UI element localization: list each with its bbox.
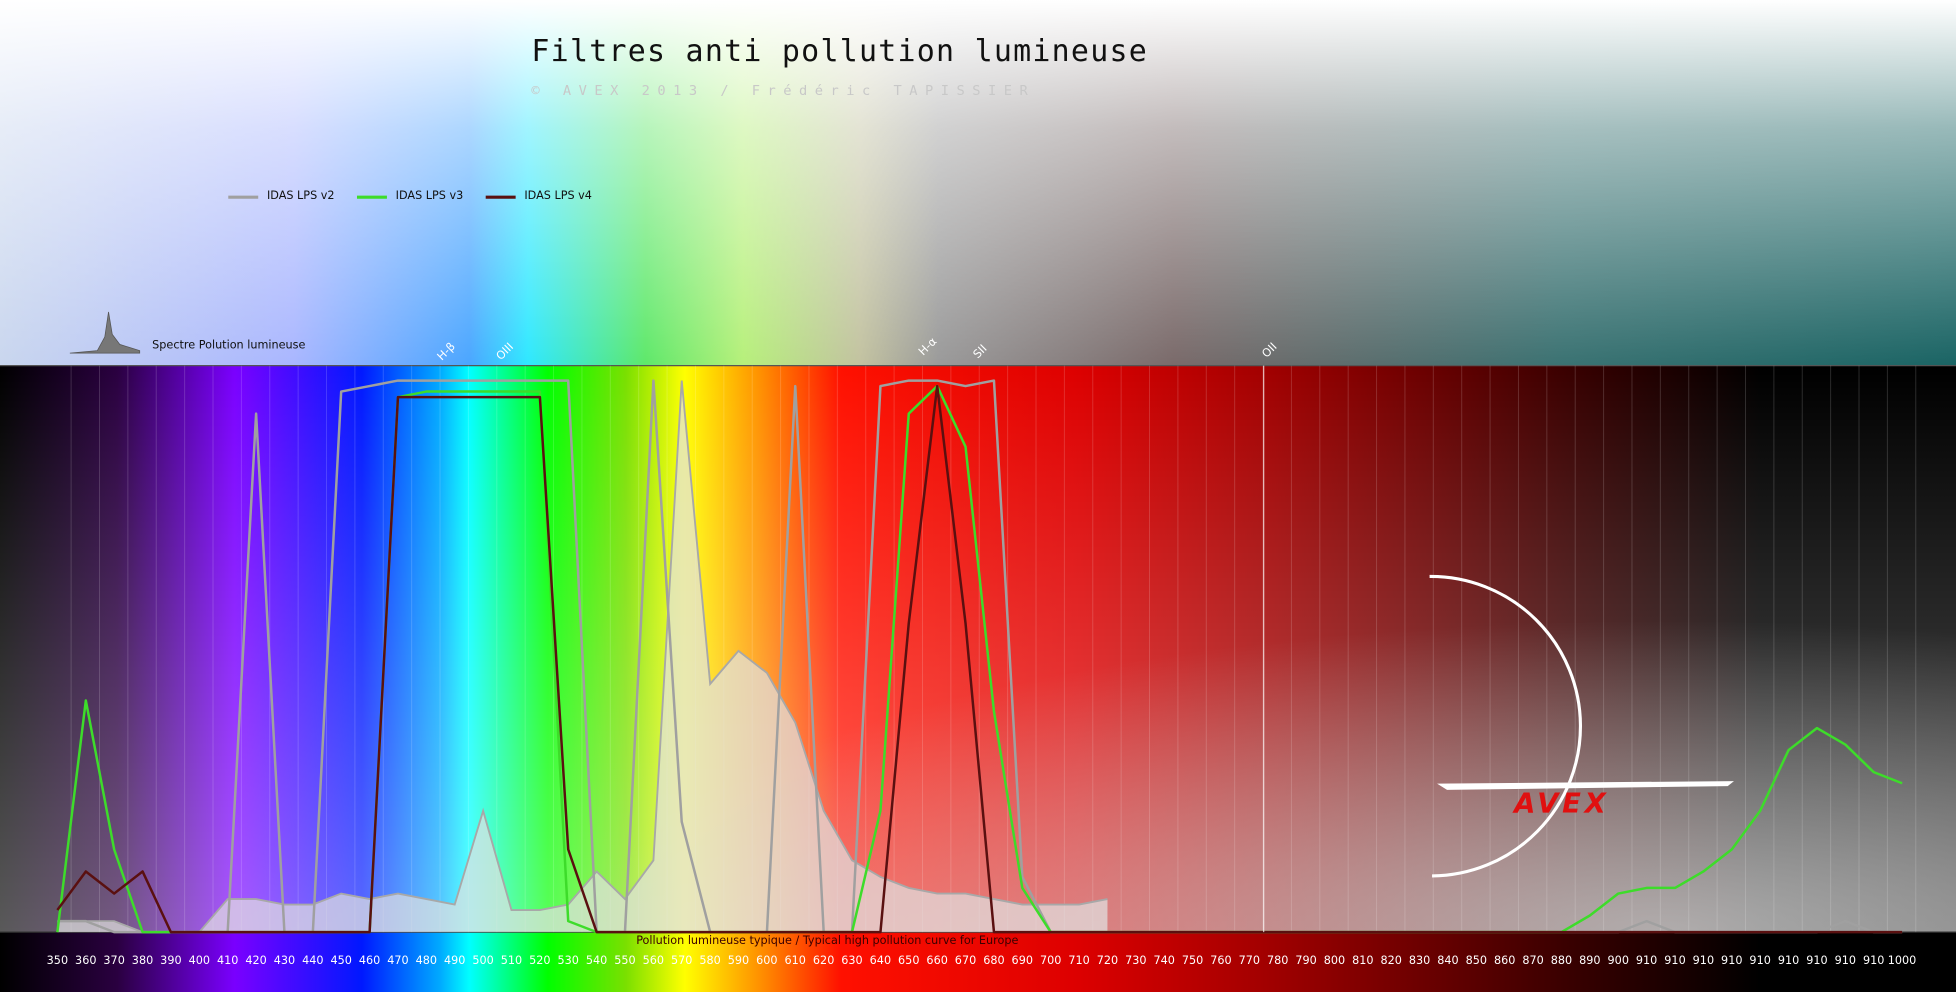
x-tick-label: 910: [1749, 954, 1770, 967]
logo: AVEX: [1429, 574, 1734, 878]
x-tick-label: 780: [1267, 954, 1288, 967]
legend-label: Spectre Polution lumineuse: [152, 339, 305, 352]
x-tick-label: 510: [501, 954, 522, 967]
x-tick-label: 370: [103, 954, 124, 967]
x-tick-label: 540: [586, 954, 607, 967]
x-tick-label: 660: [926, 954, 947, 967]
x-tick-label: 360: [75, 954, 96, 967]
chart-subtitle: © AVEX 2013 / Frédéric TAPISSIER: [531, 83, 1035, 99]
x-tick-label: 910: [1693, 954, 1714, 967]
x-tick-label: 680: [983, 954, 1004, 967]
legend-icon: [69, 311, 141, 354]
logo-stroke: [1437, 781, 1734, 790]
x-tick-label: 580: [699, 954, 720, 967]
x-tick-label: 420: [245, 954, 266, 967]
legend-label: IDAS LPS v4: [524, 189, 592, 202]
x-tick-label: 550: [614, 954, 635, 967]
x-tick-label: 760: [1210, 954, 1231, 967]
x-tick-label: 910: [1835, 954, 1856, 967]
x-tick-label: 830: [1409, 954, 1430, 967]
x-tick-label: 490: [444, 954, 465, 967]
x-tick-label: 840: [1437, 954, 1458, 967]
x-tick-label: 800: [1324, 954, 1345, 967]
x-tick-label: 480: [416, 954, 437, 967]
x-tick-label: 740: [1153, 954, 1174, 967]
x-tick-label: 520: [529, 954, 550, 967]
logo-arc: [1429, 574, 1583, 878]
x-tick-label: 410: [217, 954, 238, 967]
x-tick-label: 890: [1579, 954, 1600, 967]
x-tick-label: 670: [955, 954, 976, 967]
x-tick-label: 720: [1097, 954, 1118, 967]
x-tick-label: 570: [671, 954, 692, 967]
data-marks: [56, 379, 1903, 934]
x-tick-label: 910: [1806, 954, 1827, 967]
x-tick-label: 600: [756, 954, 777, 967]
x-tick-label: 900: [1608, 954, 1629, 967]
series-line: [56, 384, 1903, 934]
x-tick-label: 650: [898, 954, 919, 967]
x-tick-label: 440: [302, 954, 323, 967]
x-tick-label: 860: [1494, 954, 1515, 967]
chart-note: Pollution lumineuse typique / Typical hi…: [636, 934, 1018, 947]
x-tick-label: 850: [1466, 954, 1487, 967]
x-tick-label: 910: [1636, 954, 1657, 967]
x-tick-label: 460: [359, 954, 380, 967]
x-tick-label: 880: [1551, 954, 1572, 967]
x-tick-label: 690: [1012, 954, 1033, 967]
x-tick-label: 790: [1295, 954, 1316, 967]
x-tick-label: 810: [1352, 954, 1373, 967]
x-tick-label: 700: [1040, 954, 1061, 967]
x-tick-label: 470: [387, 954, 408, 967]
x-tick-label: 1000: [1888, 954, 1917, 967]
x-tick-label: 430: [274, 954, 295, 967]
x-tick-label: 710: [1068, 954, 1089, 967]
x-tick-label: 630: [841, 954, 862, 967]
x-tick-label: 400: [189, 954, 210, 967]
x-tick-label: 870: [1522, 954, 1543, 967]
x-tick-label: 610: [785, 954, 806, 967]
legend-label: IDAS LPS v2: [267, 189, 335, 202]
x-tick-label: 820: [1381, 954, 1402, 967]
x-tick-label: 560: [643, 954, 664, 967]
x-tick-label: 450: [330, 954, 351, 967]
x-tick-label: 910: [1778, 954, 1799, 967]
x-tick-label: 750: [1182, 954, 1203, 967]
x-tick-label: 620: [813, 954, 834, 967]
x-tick-label: 910: [1664, 954, 1685, 967]
x-tick-label: 770: [1239, 954, 1260, 967]
x-tick-label: 910: [1863, 954, 1884, 967]
x-tick-label: 350: [47, 954, 68, 967]
logo-text: AVEX: [1512, 788, 1609, 819]
x-tick-label: 380: [132, 954, 153, 967]
plot-glow: [0, 365, 1956, 933]
legend-label: IDAS LPS v3: [396, 189, 464, 202]
x-tick-label: 390: [160, 954, 181, 967]
x-tick-label: 730: [1125, 954, 1146, 967]
header-fade: [0, 0, 1956, 366]
x-tick-label: 590: [728, 954, 749, 967]
x-tick-label: 640: [870, 954, 891, 967]
chart-title: Filtres anti pollution lumineuse: [531, 34, 1148, 69]
x-tick-label: 530: [558, 954, 579, 967]
x-tick-label: 500: [472, 954, 493, 967]
x-tick-label: 910: [1721, 954, 1742, 967]
